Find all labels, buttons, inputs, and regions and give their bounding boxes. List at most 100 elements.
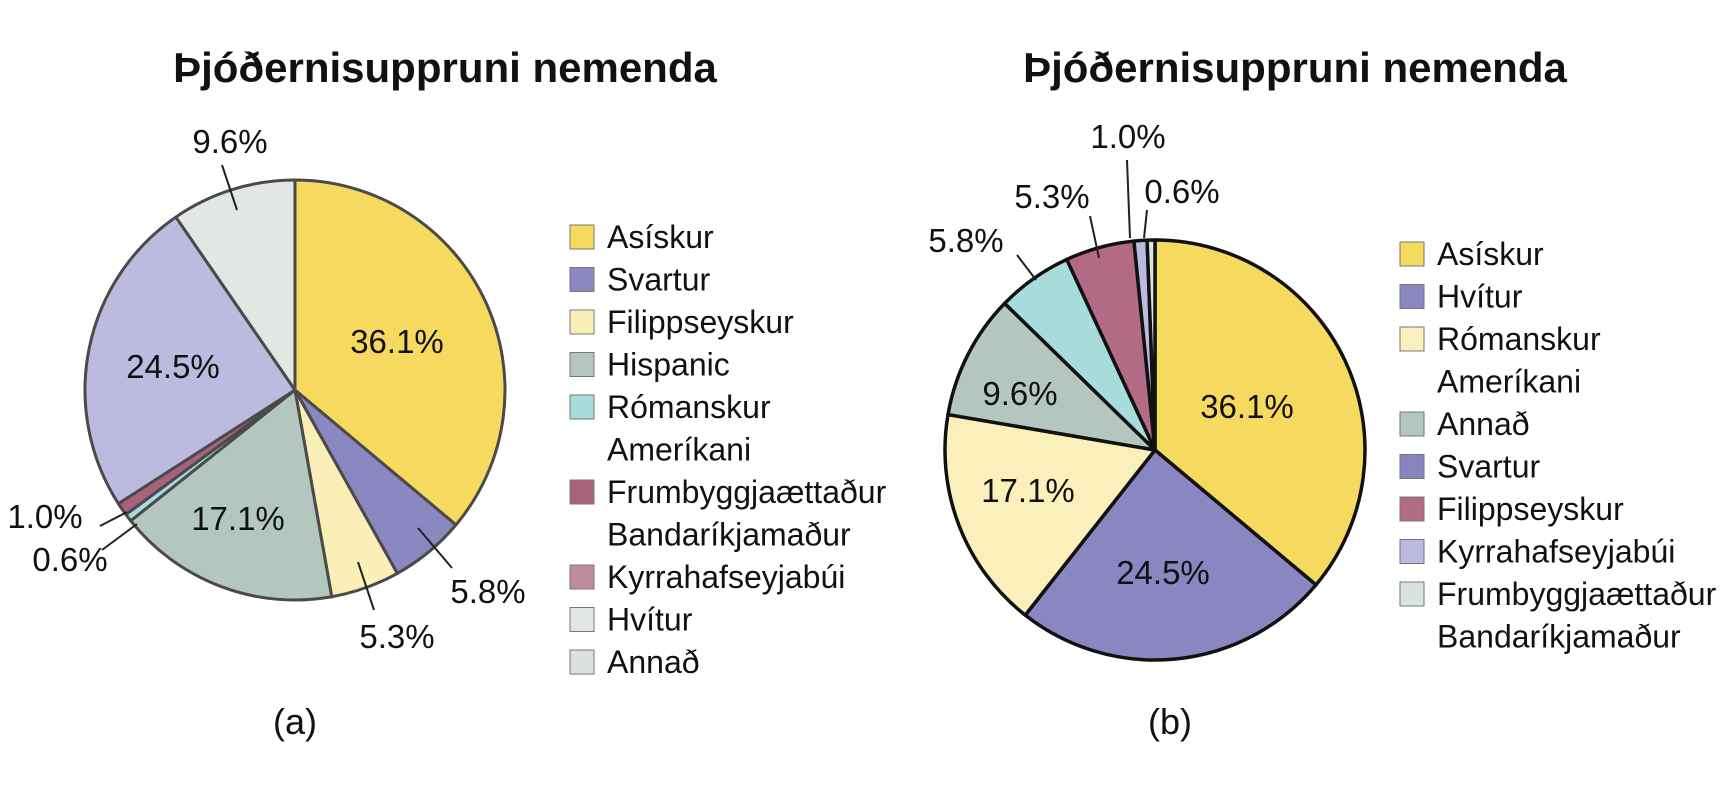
chart-a-legend: Asískur Svartur Filippseyskur Hispanic Róman… — [569, 219, 887, 680]
chart-a-data-label-asiskur: 36.1% — [350, 323, 444, 360]
chart-a-data-labels: 36.1% 5.8% 5.3% 17.1% 0.6% 1.0% 24.5% 9.6% — [7, 123, 525, 655]
chart-b-data-label-svartur: 5.8% — [928, 222, 1003, 259]
chart-a-legend-item-filippseyskur: Filippseyskur — [569, 304, 794, 340]
chart-b-legend-swatch — [1399, 581, 1425, 607]
chart-a-data-label-filippseyskur: 5.3% — [359, 618, 434, 655]
chart-a-legend-label: Annað — [607, 644, 700, 680]
chart-b-legend-item-filippseyskur: Filippseyskur — [1399, 491, 1624, 527]
chart-a-legend-item-hispanic: Hispanic — [569, 347, 730, 383]
chart-a-legend-label: Bandaríkjamaður — [607, 517, 851, 553]
chart-a-leader-line-romanskur-amerikani — [101, 523, 138, 551]
chart-b-legend-item-asiskur: Asískur — [1399, 236, 1544, 272]
chart-a-legend-swatch — [569, 267, 595, 292]
chart-b-slice-frumbyggja-tta-ur-bandarikjama-ur — [1145, 238, 1157, 452]
chart-b-data-label-kyrrahafseyjabui: 1.0% — [1090, 118, 1165, 155]
chart-a-legend-swatch — [569, 479, 595, 505]
chart-b-legend-label: Bandaríkjamaður — [1437, 619, 1681, 655]
chart-a-legend-swatch — [569, 309, 595, 335]
chart-b-legend-swatch — [1399, 496, 1425, 522]
pie-chart-b: Þjóðernisuppruni nemenda 36.1% 24.5% 17.1%… — [928, 44, 1716, 742]
chart-a-slice-asiskur — [293, 178, 507, 527]
chart-b-legend-swatch — [1399, 284, 1425, 309]
chart-b-legend-label: Annað — [1437, 406, 1530, 442]
chart-b-slice-asiskur — [1153, 238, 1367, 587]
chart-a-legend-swatch — [569, 394, 595, 420]
chart-b-legend-item-hvitur: Hvítur — [1399, 279, 1523, 315]
chart-a-legend-label: Hvítur — [607, 602, 693, 638]
chart-b-legend-swatch — [1399, 326, 1425, 352]
chart-b-legend-label: Asískur — [1437, 236, 1544, 272]
chart-a-slices — [83, 178, 507, 602]
chart-a-legend-swatch — [569, 224, 595, 250]
pie-chart-a: Þjóðernisuppruni nemenda 36.1% 5.8% 5.3% 17… — [7, 44, 886, 742]
chart-b-legend-label: Hvítur — [1437, 279, 1523, 315]
chart-a-data-label-hispanic: 17.1% — [191, 500, 285, 537]
chart-a-legend-item-frumbyggja-tta-ur-bandarikjama-ur: Frumbyggjaættaður Bandaríkjamaður — [569, 474, 887, 553]
chart-b-caption: (b) — [1148, 701, 1192, 742]
chart-a-legend-item-kyrrahafseyjabui: Kyrrahafseyjabúi — [569, 559, 845, 595]
chart-b-data-label-romanskur-amerikani: 17.1% — [981, 472, 1075, 509]
chart-b-legend: Asískur Hvítur Rómanskur Ameríkani Annað Svar… — [1399, 236, 1717, 655]
chart-b-legend-label: Filippseyskur — [1437, 491, 1624, 527]
chart-b-data-label-frumbyggja-tta-ur-bandarikjama-ur: 0.6% — [1144, 173, 1219, 210]
chart-b-leader-line-filippseyskur — [1089, 215, 1100, 259]
chart-b-legend-swatch — [1399, 411, 1425, 437]
chart-b-legend-swatch — [1399, 454, 1425, 479]
chart-a-data-label-svartur: 5.8% — [450, 573, 525, 610]
chart-a-leader-line-anna — [221, 164, 238, 211]
chart-a-caption: (a) — [273, 701, 317, 742]
chart-b-slice-hvitur — [1023, 448, 1318, 662]
chart-a-legend-label: Frumbyggjaættaður — [607, 474, 887, 510]
chart-a-legend-item-romanskur-amerikani: Rómanskur Ameríkani — [569, 389, 771, 468]
chart-a-legend-swatch — [569, 352, 595, 377]
chart-a-leader-line-frumbyggja-tta-ur-bandarikjama-ur — [99, 511, 128, 527]
chart-a-legend-label: Kyrrahafseyjabúi — [607, 559, 845, 595]
chart-a-legend-label: Ameríkani — [607, 432, 751, 468]
chart-b-legend-item-frumbyggja-tta-ur-bandarikjama-ur: Frumbyggjaættaður Bandaríkjamaður — [1399, 576, 1717, 655]
chart-a-slice-hvitur — [83, 215, 297, 506]
chart-b-legend-item-svartur: Svartur — [1399, 449, 1540, 485]
chart-b-legend-label: Kyrrahafseyjabúi — [1437, 534, 1675, 570]
chart-a-title: Þjóðernisuppruni nemenda — [173, 44, 717, 91]
chart-a-slice-hispanic — [129, 388, 334, 602]
chart-b-data-label-anna: 9.6% — [982, 375, 1057, 412]
chart-b-data-label-asiskur: 36.1% — [1200, 388, 1294, 425]
chart-b-leader-line-svartur — [1016, 254, 1037, 281]
chart-a-legend-label: Filippseyskur — [607, 304, 794, 340]
chart-a-legend-item-anna: Annað — [569, 644, 700, 680]
chart-b-data-label-filippseyskur: 5.3% — [1014, 178, 1089, 215]
chart-b-legend-item-romanskur-amerikani: Rómanskur Ameríkani — [1399, 321, 1601, 400]
chart-a-legend-label: Asískur — [607, 219, 714, 255]
chart-a-legend-label: Hispanic — [607, 347, 730, 383]
chart-b-slice-romanskur-amerikani — [943, 412, 1157, 617]
chart-a-legend-item-hvitur: Hvítur — [569, 602, 693, 638]
chart-a-legend-swatch — [569, 564, 595, 590]
chart-a-leader-line-svartur — [417, 527, 453, 569]
chart-a-slice-anna — [174, 178, 297, 392]
chart-a-legend-label: Rómanskur — [607, 389, 771, 425]
chart-a-data-label-frumbyggja-tta-ur-bandarikjama-ur: 1.0% — [7, 498, 82, 535]
chart-a-data-label-romanskur-amerikani: 0.6% — [32, 541, 107, 578]
chart-b-legend-label: Svartur — [1437, 449, 1540, 485]
chart-b-slice-anna — [946, 301, 1157, 452]
chart-b-data-labels: 36.1% 24.5% 17.1% 9.6% 5.8% 5.3%1.0% 0.6% — [928, 118, 1293, 591]
chart-a-legend-item-asiskur: Asískur — [569, 219, 714, 255]
chart-a-legend-label: Svartur — [607, 262, 710, 298]
chart-a-legend-item-svartur: Svartur — [569, 262, 710, 298]
chart-b-leader-line-frumbyggja-tta-ur-bandarikjama-ur — [1143, 209, 1148, 239]
chart-a-legend-swatch — [569, 607, 595, 632]
chart-a-data-label-anna: 9.6% — [192, 123, 267, 160]
chart-b-legend-label: Ameríkani — [1437, 364, 1581, 400]
chart-b-title: Þjóðernisuppruni nemenda — [1023, 44, 1567, 91]
chart-b-leader-line-kyrrahafseyjabui — [1126, 159, 1131, 239]
chart-a-data-label-hvitur: 24.5% — [126, 348, 220, 385]
chart-a-leader-line-filippseyskur — [357, 561, 375, 611]
chart-b-data-label-hvitur: 24.5% — [1116, 554, 1210, 591]
chart-a-legend-swatch — [569, 649, 595, 675]
chart-b-legend-swatch — [1399, 539, 1425, 564]
chart-b-slices — [943, 238, 1367, 662]
chart-b-legend-item-kyrrahafseyjabui: Kyrrahafseyjabúi — [1399, 534, 1675, 570]
chart-b-legend-swatch — [1399, 241, 1425, 267]
chart-b-legend-label: Rómanskur — [1437, 321, 1601, 357]
